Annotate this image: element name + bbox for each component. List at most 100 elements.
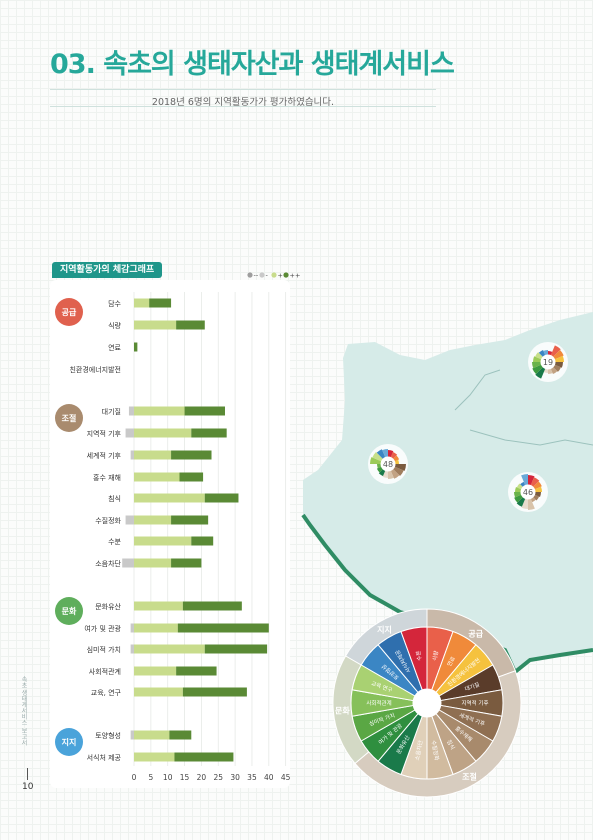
bar-segment [174,752,234,762]
site-wedge [377,464,382,469]
wheel-category-label: 조절 [462,772,477,782]
category-label: 세계적 기후 [87,451,122,460]
category-label: 식량 [108,321,121,330]
site-wedge [535,352,544,360]
wheel-segment-label: 수분 [415,650,424,661]
site-wedge [516,483,524,490]
group-badge [55,597,83,625]
site-wedge [376,466,384,473]
bar-segment [130,623,134,633]
wheel-segment-label: 사회적관계 [366,699,391,707]
x-tick-label: 35 [247,773,257,782]
bar-segment [134,644,205,654]
site-wedge [515,487,522,492]
site-wedge [521,498,528,509]
site-wedge [548,351,553,356]
site-wedge [550,366,558,375]
bar-segment [191,428,227,438]
subtitle-bar: 2018년 6명의 지역활동가가 평가하였습니다. [50,89,436,108]
site-wedge [392,466,404,477]
group-badge [55,404,83,432]
wheel-segment-label: 침식 [445,738,457,751]
site-label: 46 [523,488,533,497]
bar-segment [134,298,150,308]
bar-segment [134,515,172,525]
site-center [520,484,536,500]
bar-segment [134,687,183,697]
group-label: 지지 [62,737,77,747]
bar-segment [182,687,247,697]
site-wedge [390,451,398,460]
site-wedge [534,492,541,497]
site-wedge [535,366,546,379]
wheel-segment-label: 지역적 기후 [461,699,488,707]
category-label: 담수 [108,299,121,308]
bar-segment [149,298,172,308]
site-wedge [521,474,528,486]
wheel-segment-label: 식량 [431,650,441,661]
site-wedge [372,451,384,462]
site-wedge [388,450,394,458]
site-wedge [550,345,561,358]
site-wedge [532,494,540,501]
x-tick-label: 5 [148,773,153,782]
legend-swatch [283,272,289,278]
group-badge [55,298,83,326]
bar-segment [169,730,192,740]
site-wedge [378,468,386,477]
bar-segment [128,406,134,416]
bar-segment [125,428,134,438]
site-wedge [548,368,553,374]
category-label: 수분 [108,538,121,546]
bar-segment [171,515,209,525]
bar-segment [134,493,205,503]
group-label: 문화 [62,606,77,616]
x-tick-label: 25 [213,773,223,782]
bar-segment [184,406,225,416]
group-badge [55,728,83,756]
site-wedge [376,449,386,460]
site-wedge [514,494,524,503]
site-wedge [532,364,544,375]
category-label: 교육, 연구 [91,689,122,697]
site-wedge [390,468,400,479]
bar-segment [171,450,212,460]
page-title: 03. 속초의 생태자산과 생태계서비스 [50,49,455,80]
legend-label: - [266,272,269,280]
legend-label: ++ [290,272,301,280]
bar-segment [179,472,204,482]
site-wedge [554,362,563,368]
site-wedge [394,464,406,471]
page-rule [27,768,28,780]
site-center [540,354,556,370]
category-label: 지역적 기후 [87,429,122,438]
site-wedge [532,481,542,490]
bar-segment [134,601,183,611]
bar-segment [122,558,134,568]
site-wedge [534,486,542,492]
x-tick-label: 40 [264,773,274,782]
map-boundary [469,429,593,446]
bar-segment [171,558,202,568]
bar-segment [177,623,269,633]
bar-segment [134,428,192,438]
category-label: 문화유산 [95,602,121,611]
category-label: 홍수 재해 [93,473,121,482]
site-wedge [528,498,535,510]
wheel-category-label: 문화 [335,705,350,715]
category-label: 친환경에너지발전 [69,365,121,374]
chart-title: 지역활동가의 체감그래프 [52,262,163,278]
bar-segment [134,472,180,482]
site-wedge [394,459,399,464]
category-label: 침식 [108,494,121,503]
bar-segment [134,406,185,416]
map-boundary [454,369,501,411]
category-label: 여가 및 관광 [84,624,121,633]
x-tick-label: 10 [163,773,173,782]
site-wedge [532,362,542,369]
category-label: 소음차단 [95,559,121,568]
site-wedge [554,355,564,362]
bar-segment [176,666,217,676]
site-label: 48 [383,460,393,469]
